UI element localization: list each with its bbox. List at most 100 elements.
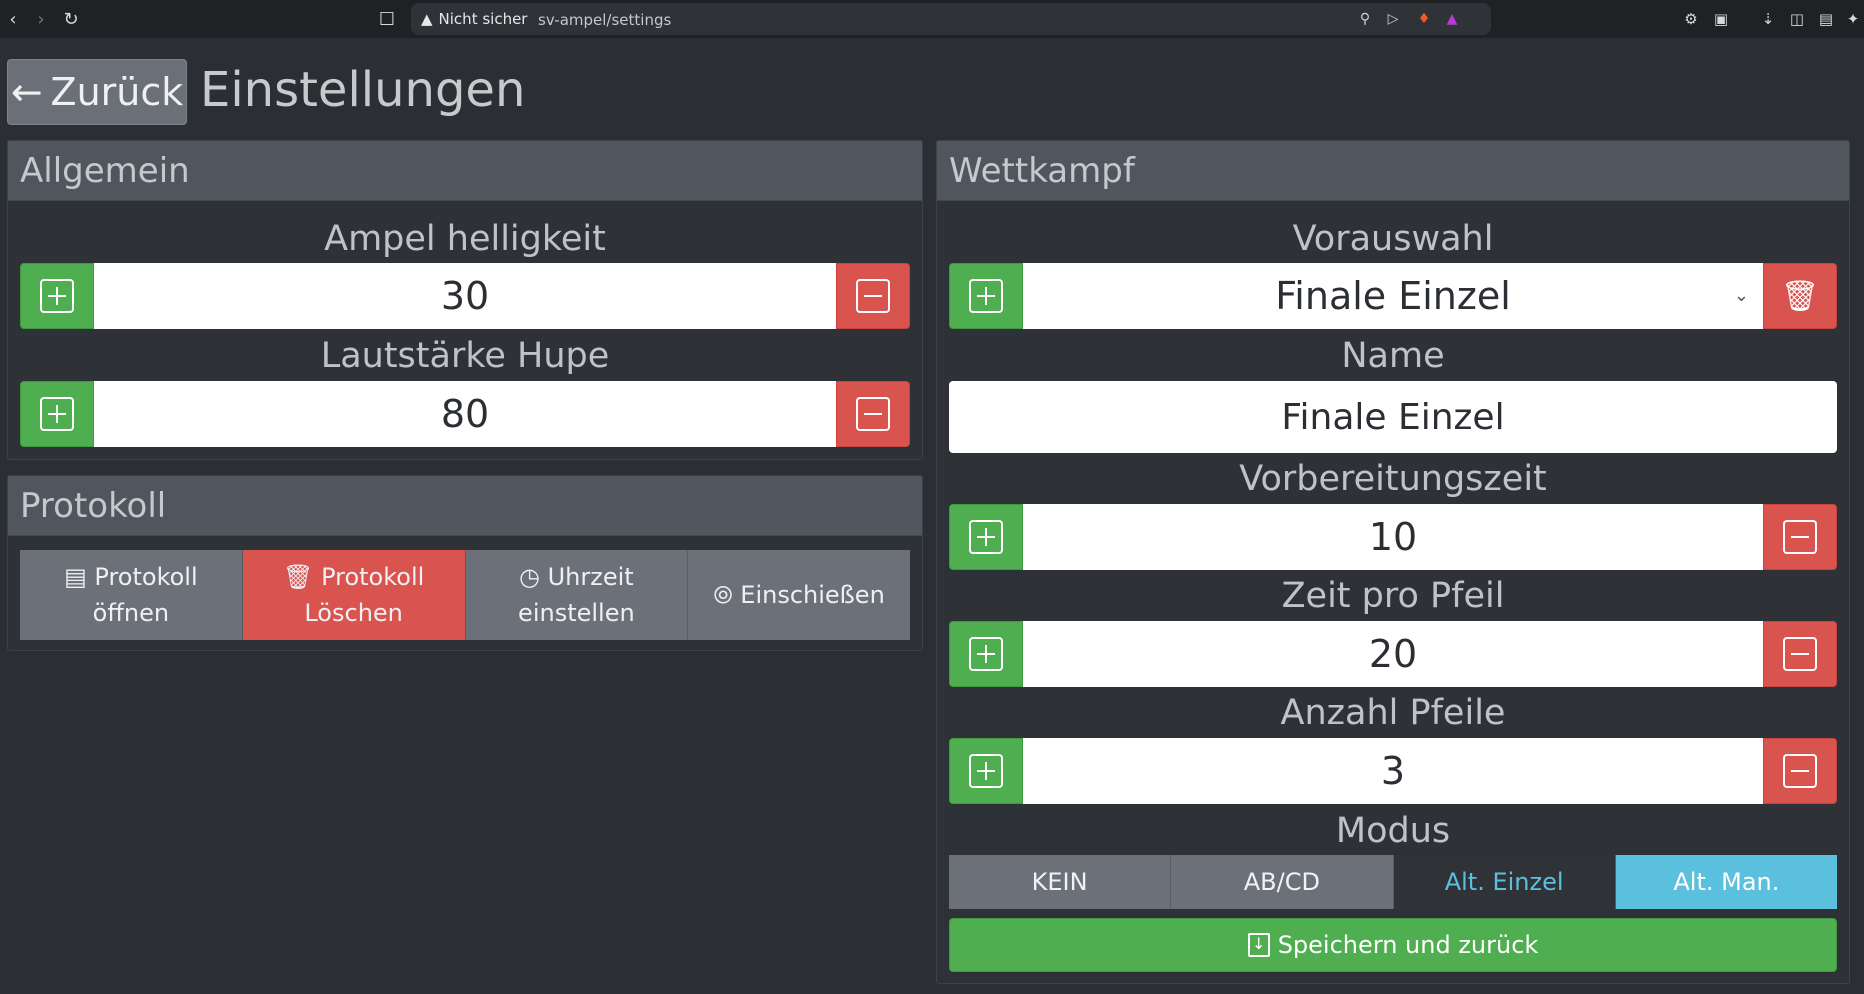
trash-icon: 🗑	[1780, 278, 1820, 314]
chevron-down-icon: ⌄	[1733, 285, 1749, 306]
rewards-icon[interactable]: ▲	[1446, 11, 1458, 27]
wallet-icon[interactable]: ▣	[1713, 10, 1729, 28]
arrow-count-value[interactable]: 3	[1023, 738, 1763, 804]
mode-alt-einzel-button[interactable]: Alt. Einzel	[1393, 855, 1616, 909]
minus-icon	[856, 279, 890, 313]
time-per-arrow-increase-button[interactable]	[949, 621, 1023, 687]
mode-label: Modus	[1335, 811, 1451, 851]
volume-label: Lautstärke Hupe	[320, 336, 610, 376]
plus-icon	[969, 637, 1003, 671]
plus-icon	[969, 520, 1003, 554]
save-button[interactable]: ↓ Speichern und zurück	[949, 918, 1837, 972]
plus-icon	[40, 397, 74, 431]
name-label: Name	[1341, 336, 1445, 376]
warning-icon: ▲	[421, 10, 433, 28]
back-button[interactable]: ← Zurück	[7, 59, 187, 125]
preset-select-value: Finale Einzel	[1275, 274, 1511, 318]
browser-toolbar: ‹ › ↻ ☐ ▲ Nicht sicher sv-ampel/settings…	[0, 0, 1864, 38]
add-preset-button[interactable]	[949, 263, 1023, 329]
arrow-count-increase-button[interactable]	[949, 738, 1023, 804]
volume-increase-button[interactable]	[20, 381, 94, 447]
brightness-value[interactable]: 30	[94, 263, 836, 329]
protokoll-panel: Protokoll ▤ Protokoll öffnen 🗑 Protokoll L…	[7, 475, 923, 651]
minus-icon	[1783, 520, 1817, 554]
mode-button-group: KEIN AB/CD Alt. Einzel Alt. Man.	[949, 855, 1837, 909]
prep-time-value[interactable]: 10	[1023, 504, 1763, 570]
arrow-left-icon: ←	[10, 70, 43, 114]
prep-time-stepper: 10	[949, 504, 1837, 570]
address-bar[interactable]: ▲ Nicht sicher sv-ampel/settings ⚲ ▷ ♦ ▲	[411, 3, 1491, 35]
volume-value[interactable]: 80	[94, 381, 836, 447]
share-icon[interactable]: ▷	[1387, 11, 1399, 27]
save-button-label: Speichern und zurück	[1277, 931, 1539, 959]
plus-icon	[40, 279, 74, 313]
mode-alt-man-button[interactable]: Alt. Man.	[1615, 855, 1837, 909]
arrow-count-stepper: 3	[949, 738, 1837, 804]
wettkampf-panel: Wettkampf Vorauswahl Finale Einzel ⌄ 🗑 N…	[936, 140, 1850, 984]
allgemein-header: Allgemein	[8, 141, 922, 201]
reload-icon[interactable]: ↻	[63, 8, 79, 30]
brightness-label: Ampel helligkeit	[324, 219, 606, 259]
protokoll-header: Protokoll	[8, 476, 922, 536]
plus-icon	[969, 279, 1003, 313]
minus-icon	[1783, 637, 1817, 671]
minus-icon	[1783, 754, 1817, 788]
leo-icon[interactable]: ✦	[1846, 10, 1860, 28]
time-per-arrow-label: Zeit pro Pfeil	[1281, 576, 1505, 616]
back-nav-icon[interactable]: ‹	[9, 8, 17, 30]
delete-log-label-2: Löschen	[304, 599, 403, 627]
name-input[interactable]: Finale Einzel	[949, 381, 1837, 453]
page-title: Einstellungen	[200, 62, 526, 118]
brightness-decrease-button[interactable]	[836, 263, 910, 329]
delete-preset-button[interactable]: 🗑	[1763, 263, 1837, 329]
time-per-arrow-decrease-button[interactable]	[1763, 621, 1837, 687]
back-button-label: Zurück	[50, 70, 184, 114]
zoom-icon[interactable]: ⚲	[1359, 11, 1371, 27]
preset-label: Vorauswahl	[1292, 219, 1494, 259]
delete-log-button[interactable]: 🗑 Protokoll Löschen	[242, 550, 466, 640]
set-time-label-1: Uhrzeit	[547, 563, 634, 591]
wettkampf-header: Wettkampf	[937, 141, 1849, 201]
arrow-count-decrease-button[interactable]	[1763, 738, 1837, 804]
delete-log-label-1: Protokoll	[321, 563, 425, 591]
download-icon: ↓	[1247, 933, 1270, 957]
brightness-stepper: 30	[20, 263, 910, 329]
time-per-arrow-stepper: 20	[949, 621, 1837, 687]
download-icon[interactable]: ⇣	[1761, 10, 1775, 28]
brightness-increase-button[interactable]	[20, 263, 94, 329]
preset-select[interactable]: Finale Einzel ⌄	[1023, 263, 1763, 329]
open-log-label-2: öffnen	[92, 599, 170, 627]
tabs-icon[interactable]: ▤	[1818, 10, 1834, 28]
open-log-button[interactable]: ▤ Protokoll öffnen	[20, 550, 243, 640]
minus-icon	[856, 397, 890, 431]
brave-shield-icon[interactable]: ♦	[1417, 11, 1431, 27]
mode-abcd-button[interactable]: AB/CD	[1171, 855, 1394, 909]
warmup-button[interactable]: ⦾ Einschießen	[688, 550, 910, 640]
volume-decrease-button[interactable]	[836, 381, 910, 447]
sidebar-icon[interactable]: ◫	[1789, 10, 1805, 28]
list-icon: ▤	[64, 563, 95, 591]
volume-stepper: 80	[20, 381, 910, 447]
compass-icon: ⦾	[713, 581, 741, 609]
arrow-count-label: Anzahl Pfeile	[1280, 693, 1506, 733]
clock-icon: ◷	[519, 563, 548, 591]
forward-nav-icon[interactable]: ›	[37, 8, 45, 30]
prep-time-increase-button[interactable]	[949, 504, 1023, 570]
bookmark-icon[interactable]: ☐	[378, 8, 396, 30]
extensions-icon[interactable]: ⚙	[1684, 10, 1698, 28]
mode-kein-button[interactable]: KEIN	[949, 855, 1172, 909]
preset-selector: Finale Einzel ⌄ 🗑	[949, 263, 1837, 329]
set-time-button[interactable]: ◷ Uhrzeit einstellen	[465, 550, 689, 640]
prep-time-label: Vorbereitungszeit	[1239, 459, 1547, 499]
set-time-label-2: einstellen	[518, 599, 635, 627]
plus-icon	[969, 754, 1003, 788]
time-per-arrow-value[interactable]: 20	[1023, 621, 1763, 687]
allgemein-panel: Allgemein Ampel helligkeit 30 Lautstärke…	[7, 140, 923, 460]
security-label: Nicht sicher	[438, 10, 528, 28]
protokoll-button-group: ▤ Protokoll öffnen 🗑 Protokoll Löschen ◷ U…	[20, 550, 910, 640]
url-text[interactable]: sv-ampel/settings	[538, 11, 672, 29]
security-indicator[interactable]: ▲ Nicht sicher	[421, 10, 527, 28]
prep-time-decrease-button[interactable]	[1763, 504, 1837, 570]
warmup-label: Einschießen	[740, 581, 885, 609]
open-log-label-1: Protokoll	[94, 563, 198, 591]
